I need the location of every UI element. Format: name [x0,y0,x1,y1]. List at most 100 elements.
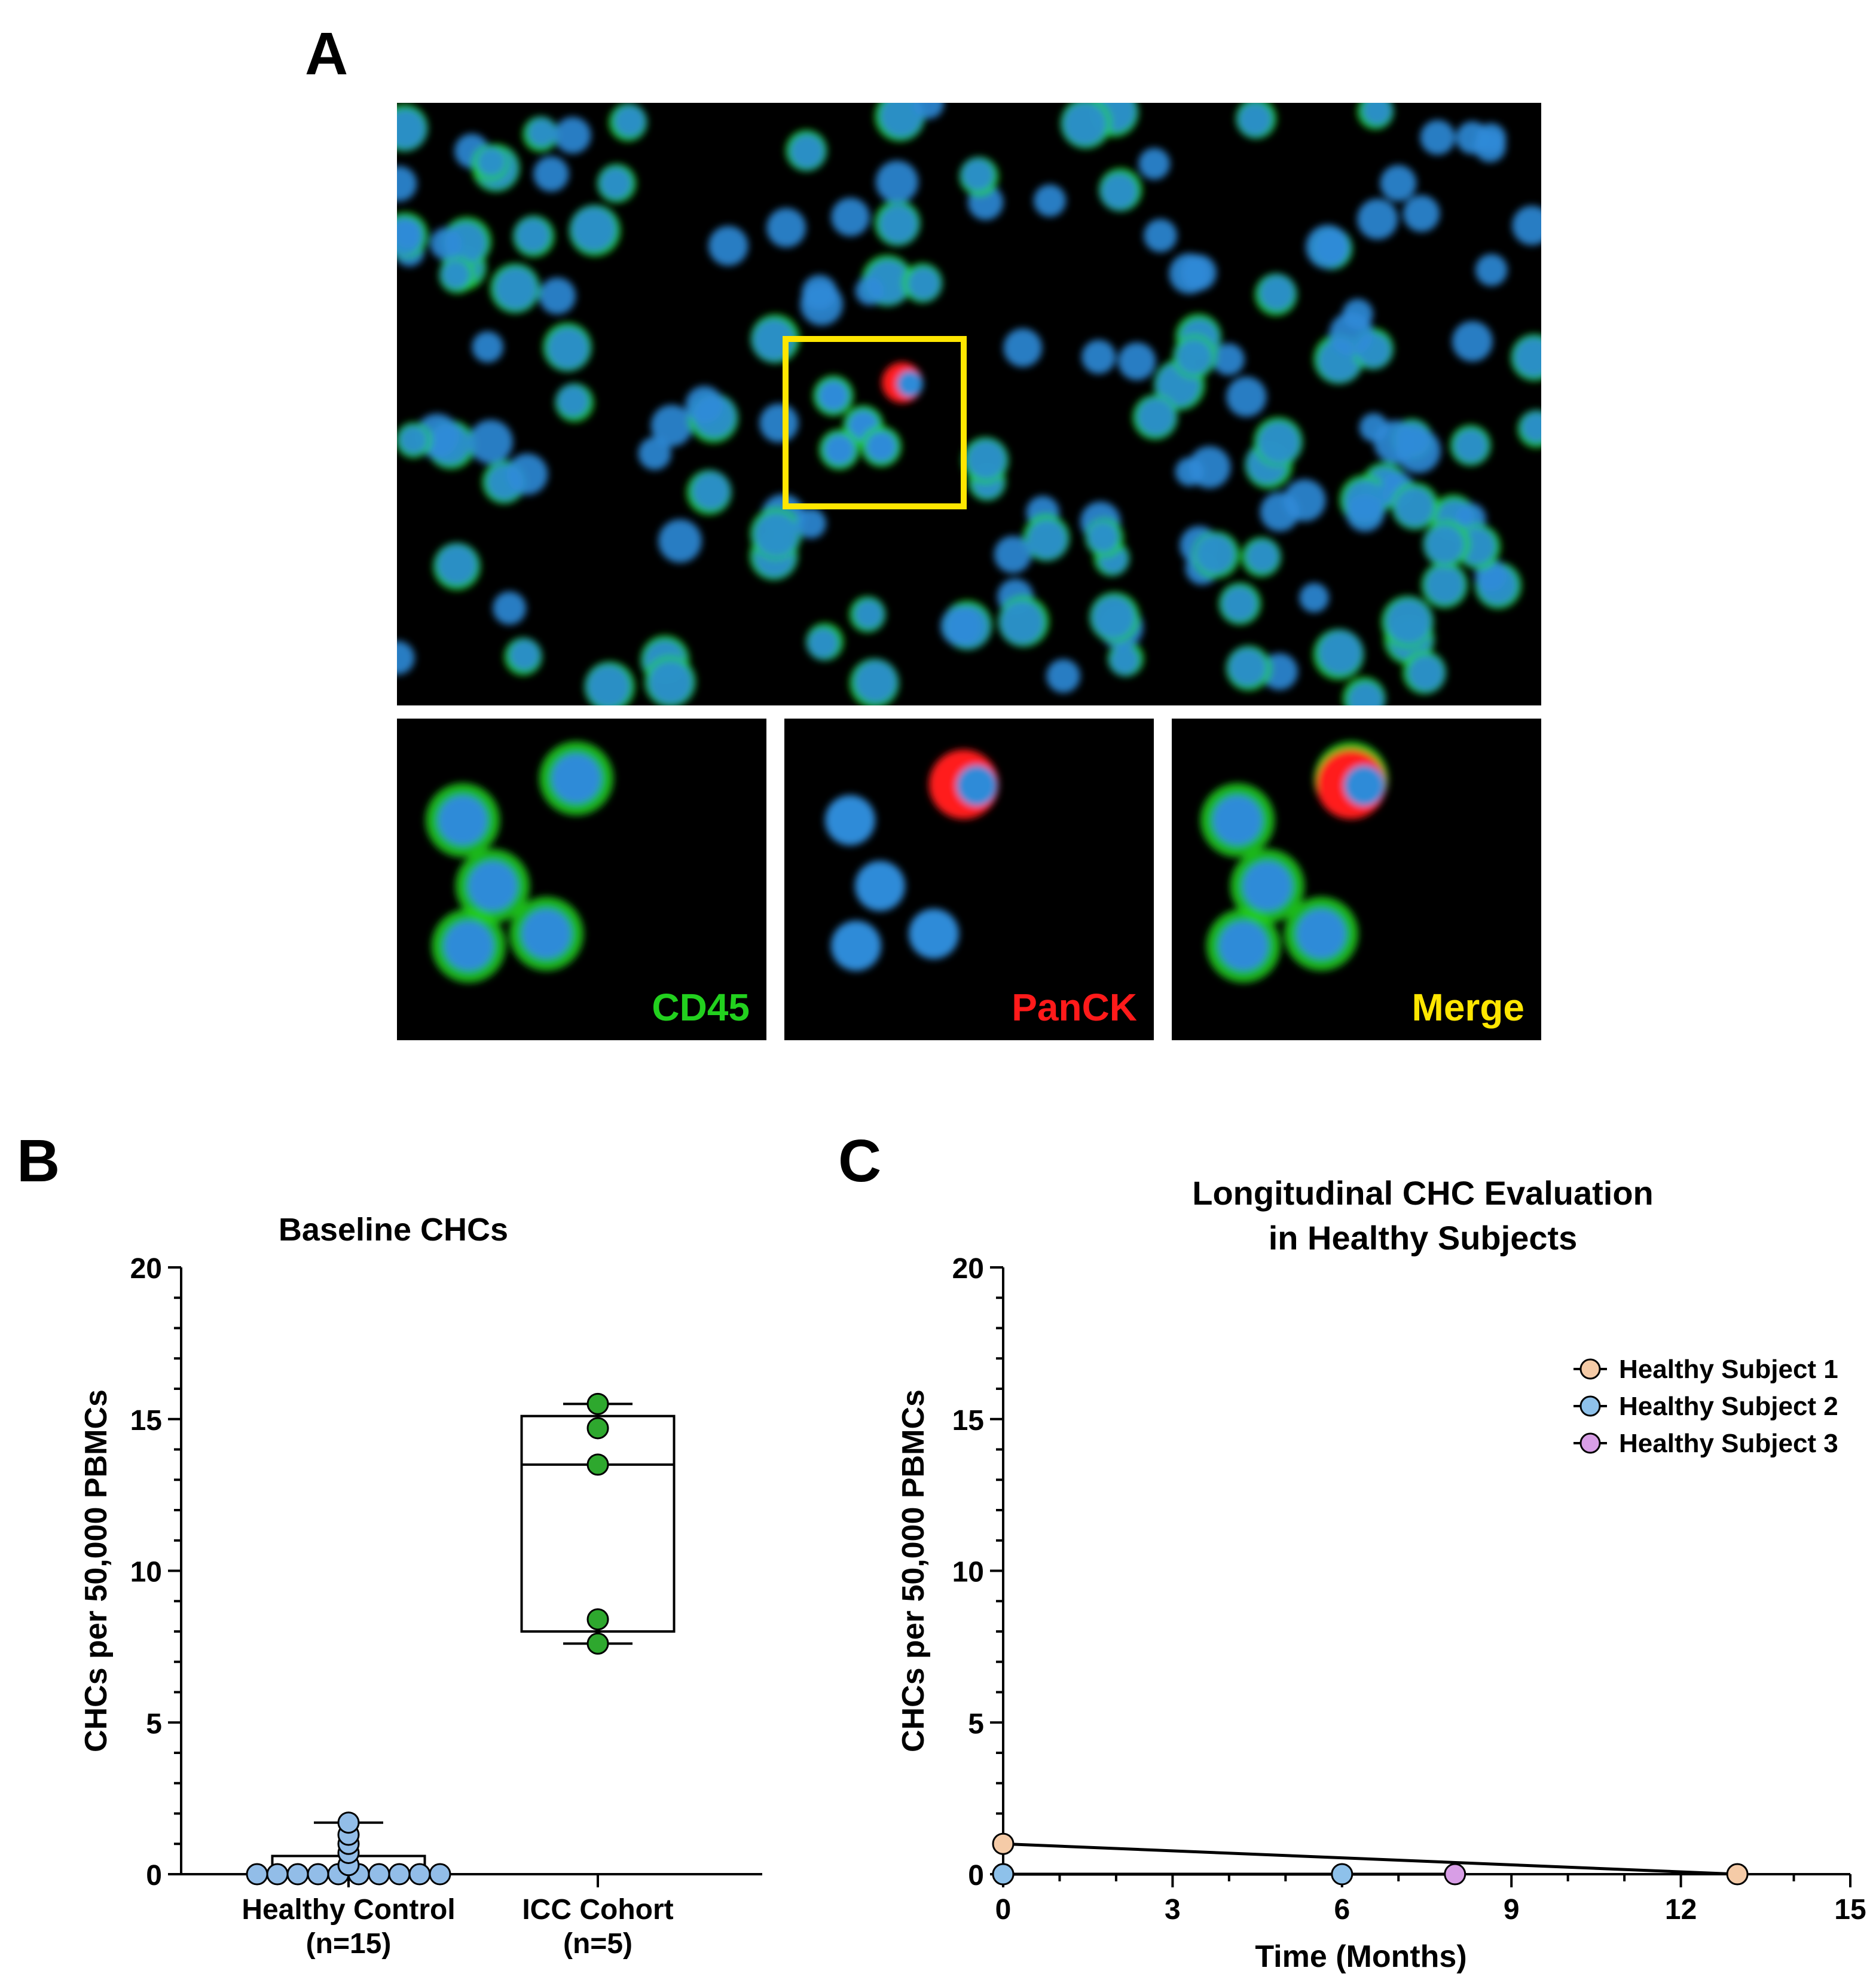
nucleus [527,118,557,147]
nucleus [1136,398,1175,436]
nucleus [855,276,884,305]
nucleus [1386,598,1431,644]
nucleus [796,508,826,539]
panel-a-letter: A [305,20,349,87]
data-point [307,1863,329,1886]
nucleus [650,405,693,447]
nucleus [1260,492,1300,532]
nucleus [1357,198,1398,240]
y-tick-label: 15 [952,1405,984,1437]
nucleus [468,861,518,911]
highlight-box [783,336,967,509]
nucleus [1144,219,1177,252]
data-point [266,1863,289,1886]
nucleus [436,544,477,585]
nucleus [1176,338,1213,375]
nucleus [1118,342,1156,380]
nucleus [1380,165,1417,201]
nucleus [1395,428,1441,473]
nucleus [818,380,849,411]
series-line [1003,1842,1738,1876]
nucleus [1087,521,1119,553]
nucleus [1394,487,1435,527]
y-tick-label: 20 [130,1253,162,1285]
data-point [586,1632,609,1655]
nucleus [444,921,494,971]
micrograph-inset-merge: Merge [1172,719,1541,1040]
nucleus [1348,682,1384,705]
nucleus [1362,103,1392,126]
nucleus [831,921,881,971]
nucleus [493,591,527,625]
x-tick-label: 12 [1665,1894,1697,1926]
x-tick-label: 0 [995,1894,1012,1926]
nucleus [907,267,940,300]
data-point [429,1863,451,1886]
data-point [992,1832,1015,1855]
data-point [388,1863,411,1886]
nucleus [533,156,569,192]
y-tick-label: 5 [968,1708,984,1740]
nucleus [897,371,923,397]
y-axis-label: CHCs per 50,000 PBMCs [79,1389,114,1752]
nucleus [399,425,428,454]
nucleus [1242,861,1293,911]
x-tick-label: 6 [1334,1894,1350,1926]
nucleus [600,167,632,200]
longitudinal-chc-chart: Longitudinal CHC Evaluation in Healthy Su… [896,1174,1866,1974]
nucleus [557,385,589,417]
inset-label-merge: Merge [1411,986,1525,1029]
nucleus [866,431,897,462]
cell-field [397,103,1541,705]
data-point [408,1863,431,1886]
nucleus [913,103,944,119]
nucleus [825,795,875,845]
data-point [286,1863,309,1886]
nucleus [1296,909,1346,959]
legend-label: Healthy Subject 1 [1619,1355,1838,1384]
nucleus [1101,173,1138,210]
panel-c-letter: C [838,1128,882,1194]
nucleus [1420,120,1455,155]
nucleus [1212,795,1263,845]
legend-marker [1579,1395,1601,1417]
nucleus [1081,340,1116,374]
nucleus [1259,275,1295,311]
inset-label-panck: PanCK [1012,986,1137,1029]
data-point [1444,1863,1466,1886]
nucleus [1403,195,1440,233]
nucleus [441,259,470,289]
nucleus [397,109,426,149]
x-tick-label: ICC Cohort [522,1894,673,1926]
nucleus [521,909,572,959]
data-point [586,1608,609,1631]
nucleus [854,599,884,629]
nucleus [1257,421,1300,464]
nucleus [766,208,806,248]
box [520,1414,676,1633]
nucleus [1034,184,1066,217]
nucleus [397,218,423,248]
nucleus [397,166,417,201]
nucleus [1407,655,1444,692]
nucleus [1003,328,1043,368]
baseline-chc-chart: Baseline CHCs 0 5 10 15 20 CHCs per 50,000 PBM… [79,1212,762,1960]
nucleus [638,437,671,470]
nucleus [802,274,838,310]
y-tick-label: 5 [146,1708,162,1740]
nucleus [1456,121,1489,154]
nucleus [1475,253,1508,286]
nucleus [1218,921,1269,971]
nucleus [1221,586,1257,622]
data-point [586,1417,609,1440]
nucleus [831,197,870,237]
nucleus [1299,583,1329,613]
legend-label: Healthy Subject 3 [1619,1429,1838,1458]
nucleus [476,147,506,177]
legend-marker [1579,1432,1601,1454]
nucleus [551,753,601,803]
x-tick-label: 9 [1504,1894,1520,1926]
nucleus [824,434,855,465]
nucleus [879,204,918,244]
nucleus [571,207,616,252]
